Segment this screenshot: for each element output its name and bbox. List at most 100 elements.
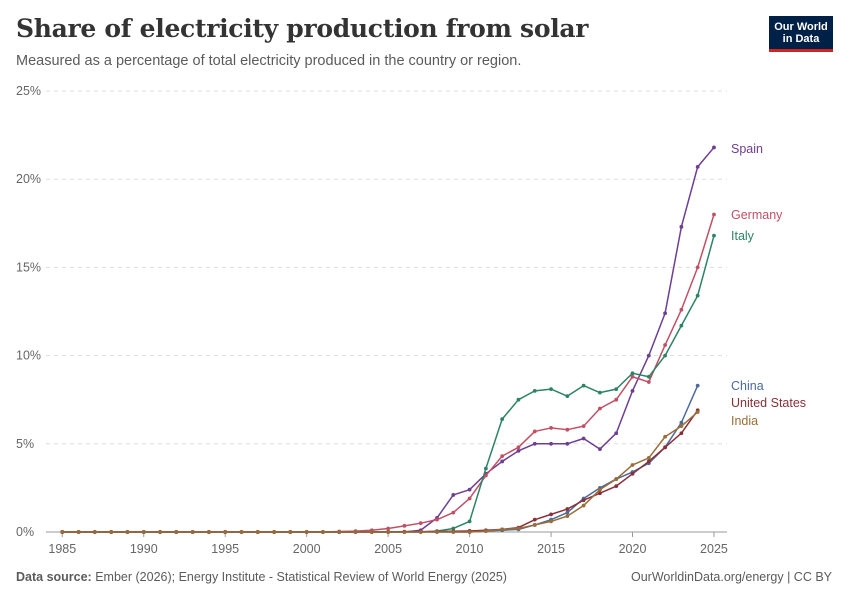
data-point[interactable] [207,530,211,534]
data-point[interactable] [500,417,505,422]
data-point[interactable] [646,380,651,384]
series-united-states[interactable] [60,408,700,534]
data-point[interactable] [598,390,602,395]
data-point[interactable] [386,530,391,534]
data-point[interactable] [516,445,521,450]
series-label[interactable]: Germany [731,208,783,222]
data-point[interactable] [304,530,309,534]
data-point[interactable] [272,530,276,534]
data-point[interactable] [646,456,651,460]
data-point[interactable] [386,526,391,531]
data-point[interactable] [451,526,456,531]
data-point[interactable] [614,484,619,489]
data-point[interactable] [549,519,553,524]
data-point[interactable] [353,530,358,534]
data-point[interactable] [467,530,472,534]
data-point[interactable] [565,441,570,446]
data-point[interactable] [451,510,456,515]
data-point[interactable] [679,307,684,312]
data-point[interactable] [467,519,472,524]
data-point[interactable] [483,529,488,534]
data-point[interactable] [516,448,521,453]
data-point[interactable] [76,530,81,534]
series-label[interactable]: China [731,379,764,393]
data-point[interactable] [695,164,700,169]
data-point[interactable] [125,530,130,534]
data-point[interactable] [418,521,423,526]
data-point[interactable] [483,473,488,478]
owid-logo[interactable]: Our World in Data [769,16,833,52]
data-point[interactable] [565,394,570,399]
data-point[interactable] [532,523,537,527]
data-point[interactable] [549,512,553,517]
data-point[interactable] [646,353,651,358]
data-point[interactable] [663,445,667,450]
data-point[interactable] [435,530,439,534]
series-spain[interactable] [60,145,716,534]
data-point[interactable] [679,424,684,429]
data-point[interactable] [630,374,635,379]
data-point[interactable] [695,265,700,270]
data-point[interactable] [500,459,505,464]
data-point[interactable] [467,487,472,492]
data-point[interactable] [581,498,586,503]
data-point[interactable] [532,429,537,434]
data-point[interactable] [712,233,716,238]
data-point[interactable] [109,530,114,534]
data-point[interactable] [483,466,488,471]
data-point[interactable] [695,383,700,388]
data-point[interactable] [369,530,374,534]
data-point[interactable] [679,224,684,229]
data-point[interactable] [451,530,456,534]
data-point[interactable] [532,517,537,522]
data-point[interactable] [516,526,521,531]
data-point[interactable] [549,441,553,446]
data-point[interactable] [598,491,602,496]
data-point[interactable] [255,530,260,534]
data-point[interactable] [630,371,635,376]
data-point[interactable] [337,530,342,534]
data-point[interactable] [712,212,716,217]
data-point[interactable] [565,507,570,511]
data-point[interactable] [598,487,602,492]
data-point[interactable] [663,311,667,316]
data-point[interactable] [549,387,553,392]
series-italy[interactable] [60,233,716,534]
data-point[interactable] [321,530,325,534]
data-point[interactable] [630,463,635,467]
data-point[interactable] [467,496,472,501]
data-point[interactable] [679,431,684,436]
data-point[interactable] [598,406,602,411]
data-point[interactable] [141,530,146,534]
data-point[interactable] [614,431,619,436]
data-point[interactable] [60,530,65,534]
data-point[interactable] [679,323,684,328]
data-point[interactable] [581,383,586,388]
data-point[interactable] [630,388,635,393]
data-point[interactable] [500,454,505,459]
data-point[interactable] [158,530,162,534]
data-point[interactable] [663,434,667,439]
data-point[interactable] [663,343,667,347]
series-india[interactable] [60,410,700,534]
series-label[interactable]: India [731,414,758,428]
series-line[interactable] [62,146,715,533]
data-point[interactable] [223,530,228,534]
data-point[interactable] [190,530,195,534]
data-point[interactable] [402,523,407,528]
data-point[interactable] [646,459,651,464]
data-point[interactable] [663,353,667,358]
data-point[interactable] [581,503,586,508]
data-point[interactable] [695,293,700,298]
data-point[interactable] [402,530,407,534]
data-point[interactable] [679,420,684,425]
data-point[interactable] [532,388,537,393]
data-point[interactable] [581,424,586,429]
data-point[interactable] [532,441,537,446]
data-point[interactable] [500,527,505,532]
data-point[interactable] [614,387,619,392]
data-point[interactable] [646,374,651,379]
data-point[interactable] [565,510,570,515]
data-point[interactable] [598,447,602,451]
data-point[interactable] [695,410,700,414]
